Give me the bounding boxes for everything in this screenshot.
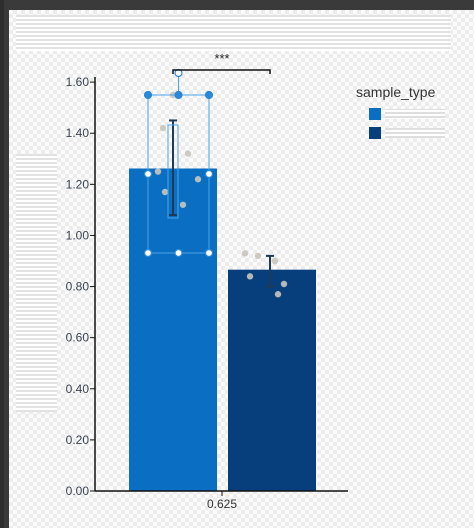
y-tick-label: 0.40 [66, 382, 90, 396]
y-tick-label: 1.40 [66, 126, 90, 140]
selection-handle [204, 90, 214, 100]
y-tick-label: 0.80 [66, 280, 90, 294]
data-point [194, 176, 202, 183]
legend-swatch [369, 108, 381, 120]
bars [129, 168, 316, 491]
selection-inner-outline [167, 124, 179, 219]
data-point [271, 257, 279, 265]
chart-title-placeholder [16, 15, 451, 51]
selection-handle [174, 248, 183, 258]
significance-label: *** [214, 51, 229, 66]
bar [129, 168, 217, 491]
data-point [241, 250, 249, 257]
legend-swatch [369, 127, 381, 139]
data-point [274, 291, 282, 298]
data-point [246, 273, 254, 280]
selection-box [143, 68, 214, 258]
selection-handle [143, 248, 153, 258]
data-point [154, 168, 162, 175]
legend-label-placeholder [385, 109, 445, 119]
y-tick-label: 1.20 [66, 177, 90, 191]
left-ruler [0, 0, 4, 528]
selection-handle [143, 90, 153, 100]
y-tick-label: 0.20 [66, 433, 90, 447]
selection-handle [143, 169, 153, 179]
data-point [179, 201, 187, 208]
y-tick-label: 0.60 [66, 331, 90, 345]
data-point [184, 150, 192, 157]
legend-title: sample_type [356, 84, 436, 100]
y-tick-label: 1.60 [66, 75, 90, 89]
legend-label-placeholder [385, 128, 445, 138]
selection-handle [174, 90, 183, 100]
y-tick-label: 1.00 [66, 228, 90, 242]
data-point [159, 124, 167, 132]
selection-handle [204, 248, 214, 258]
selection-handle [204, 169, 214, 179]
data-point [280, 280, 288, 288]
significance-bracket [172, 69, 271, 74]
data-point [254, 252, 262, 260]
legend [369, 108, 445, 139]
x-tick-label: 0.625 [207, 497, 237, 511]
error-bars [169, 119, 274, 288]
data-point [161, 188, 169, 196]
y-tick-label: 0.00 [66, 484, 90, 498]
y-axis-title-placeholder [16, 154, 57, 412]
bar [228, 269, 316, 491]
axes: 0.00 0.20 0.40 0.60 0.80 1.00 1.20 1.40 1.60 [66, 69, 348, 498]
